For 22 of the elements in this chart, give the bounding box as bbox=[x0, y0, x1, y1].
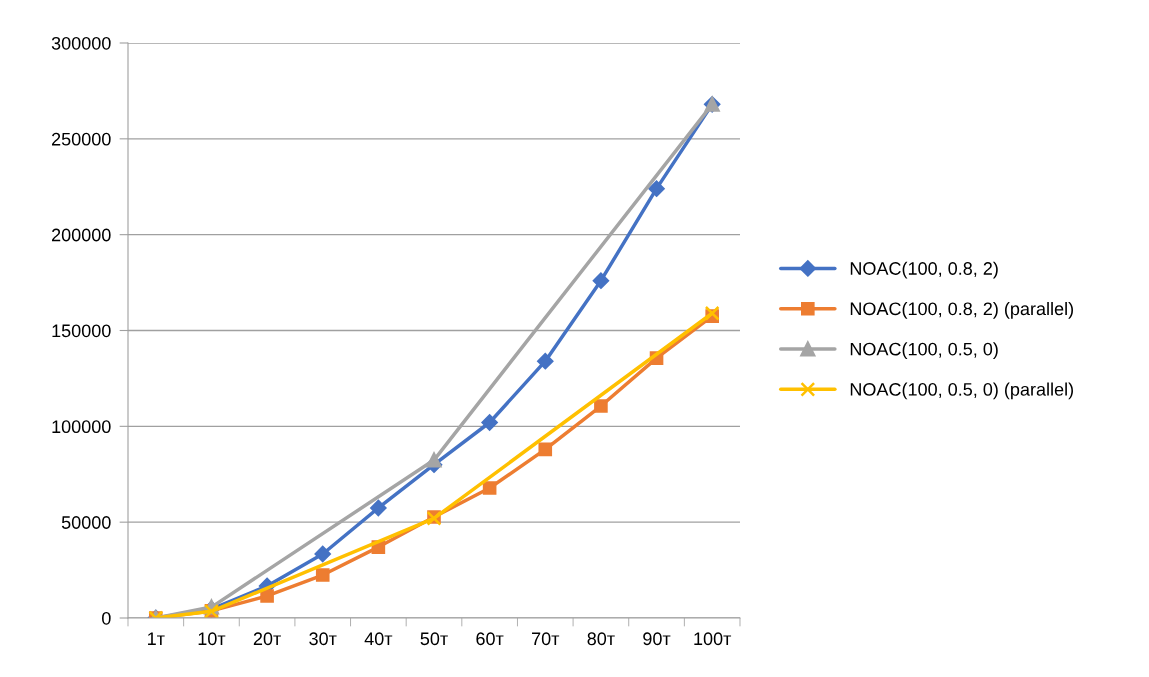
x-tick-label: 30т bbox=[309, 632, 337, 646]
y-tick-label: 300000 bbox=[51, 36, 111, 50]
legend-label: NOAC(100, 0.8, 2) (parallel) bbox=[850, 301, 1073, 319]
y-tick-label: 200000 bbox=[52, 228, 111, 242]
y-tick-label: 100000 bbox=[52, 420, 111, 434]
legend-label: NOAC(100, 0.5, 0) (parallel) bbox=[850, 382, 1073, 400]
x-tick-label: 40т bbox=[364, 632, 393, 646]
x-tick-label: 50т bbox=[420, 632, 448, 646]
legend-label: NOAC(100, 0.8, 2) bbox=[850, 261, 998, 279]
legend-label: NOAC(100, 0.5, 0) bbox=[850, 342, 998, 360]
y-tick-label: 50000 bbox=[61, 516, 111, 529]
y-tick-label: 0 bbox=[102, 611, 111, 625]
x-tick-label: 1т bbox=[148, 632, 165, 645]
x-tick-label: 70т bbox=[532, 632, 560, 646]
y-tick-label: 150000 bbox=[52, 324, 111, 338]
x-tick-label: 10т bbox=[198, 632, 226, 646]
x-tick-label: 100т bbox=[694, 632, 732, 646]
x-tick-label: 80т bbox=[587, 632, 615, 646]
y-tick-label: 250000 bbox=[52, 132, 111, 146]
x-tick-label: 20т bbox=[253, 632, 281, 646]
x-tick-label: 60т bbox=[476, 632, 504, 646]
x-tick-label: 90т bbox=[643, 632, 671, 646]
